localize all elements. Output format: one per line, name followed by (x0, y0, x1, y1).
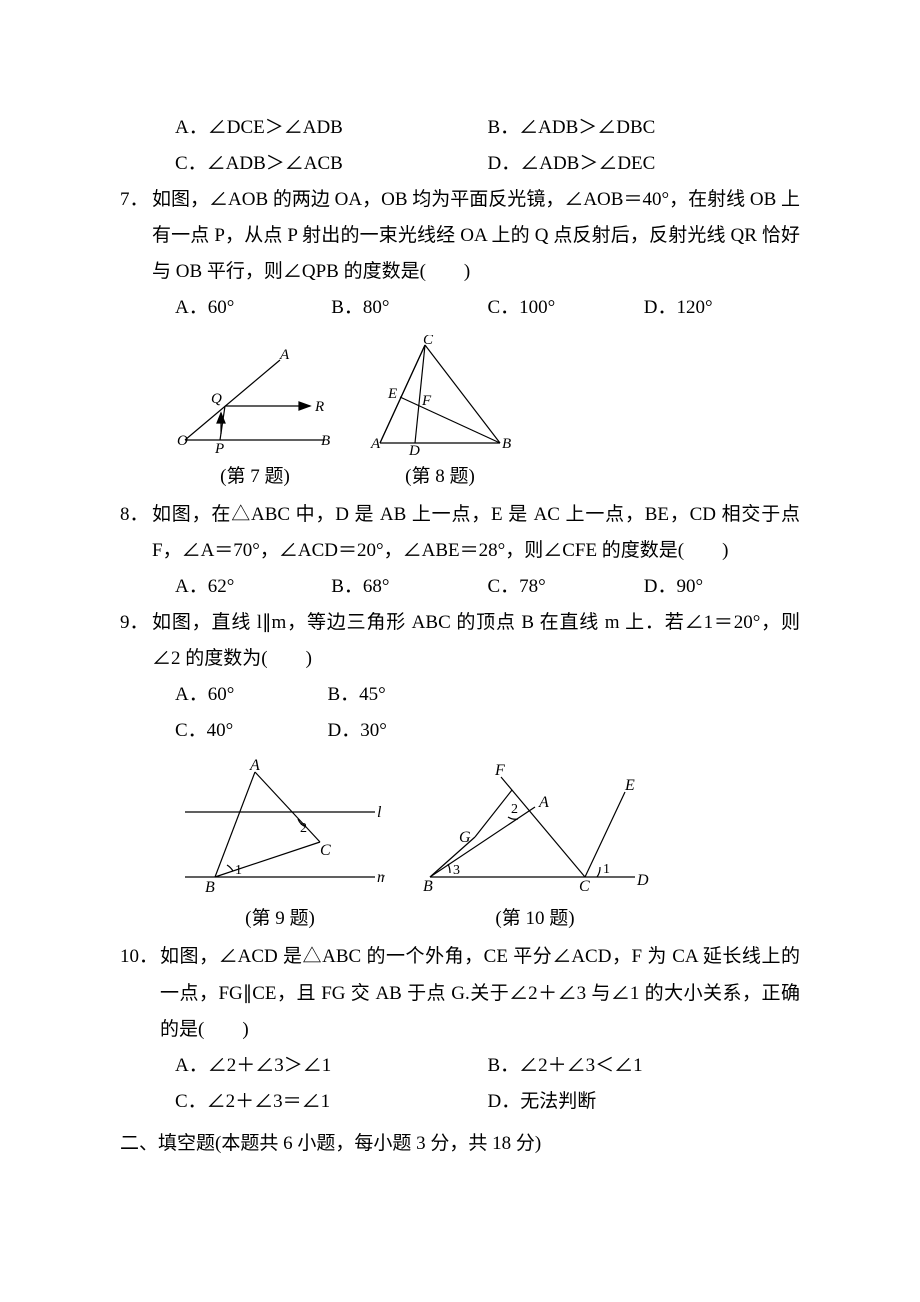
svg-text:E: E (387, 386, 397, 402)
q8-options: A．62° B．68° C．78° D．90° (120, 569, 800, 605)
q9-optC: C．40° (175, 713, 328, 749)
q8-number: 8． (120, 497, 152, 569)
fig10-svg: B C D A F E G 1 2 3 (415, 757, 655, 897)
section-2-heading: 二、填空题(本题共 6 小题，每小题 3 分，共 18 分) (120, 1126, 800, 1162)
svg-text:A: A (370, 436, 381, 452)
fig7-caption: (第 7 题) (220, 459, 290, 495)
svg-text:G: G (459, 829, 471, 846)
q7-optC: C．100° (488, 290, 644, 326)
q10-options-row1: A．∠2＋∠3＞∠1 B．∠2＋∠3＜∠1 (120, 1048, 800, 1084)
q10-options-row2: C．∠2＋∠3＝∠1 D．无法判断 (120, 1084, 800, 1120)
q10-stem: 10． 如图，∠ACD 是△ABC 的一个外角，CE 平分∠ACD，F 为 CA… (120, 939, 800, 1047)
svg-text:O: O (177, 433, 188, 449)
svg-text:m: m (377, 869, 385, 886)
q7-number: 7． (120, 182, 152, 290)
fig7-svg: O P B A Q R (175, 345, 335, 455)
fig8-box: C A B D E F (第 8 题) (365, 335, 515, 495)
q6-options-row1: A．∠DCE＞∠ADB B．∠ADB＞∠DBC (120, 110, 800, 146)
fig9-caption: (第 9 题) (245, 901, 315, 937)
q6-optB: B．∠ADB＞∠DBC (488, 110, 801, 146)
svg-text:C: C (320, 842, 331, 859)
q8-optD: D．90° (644, 569, 800, 605)
svg-text:C: C (423, 335, 434, 348)
q9-optB: B．45° (328, 677, 481, 713)
q7-text: 如图，∠AOB 的两边 OA，OB 均为平面反光镜，∠AOB＝40°，在射线 O… (152, 182, 800, 290)
fig9-svg: A B C l m 1 2 (175, 757, 385, 897)
fig8-caption: (第 8 题) (405, 459, 475, 495)
svg-text:A: A (249, 757, 260, 774)
q7-options: A．60° B．80° C．100° D．120° (120, 290, 800, 326)
fig9-box: A B C l m 1 2 (第 9 题) (175, 757, 385, 937)
svg-text:P: P (214, 441, 224, 455)
q7-optB: B．80° (331, 290, 487, 326)
q7-stem: 7． 如图，∠AOB 的两边 OA，OB 均为平面反光镜，∠AOB＝40°，在射… (120, 182, 800, 290)
svg-text:A: A (279, 347, 290, 363)
q6-optA: A．∠DCE＞∠ADB (175, 110, 488, 146)
q8-optA: A．62° (175, 569, 331, 605)
q8-text: 如图，在△ABC 中，D 是 AB 上一点，E 是 AC 上一点，BE，CD 相… (152, 497, 800, 569)
q9-options-row2: C．40° D．30° (120, 713, 480, 749)
q9-number: 9． (120, 605, 152, 677)
q8-optB: B．68° (331, 569, 487, 605)
svg-text:B: B (205, 879, 215, 896)
q10-optA: A．∠2＋∠3＞∠1 (175, 1048, 488, 1084)
q6-optC: C．∠ADB＞∠ACB (175, 146, 488, 182)
q7-optD: D．120° (644, 290, 800, 326)
svg-text:R: R (314, 399, 324, 415)
svg-text:l: l (377, 804, 382, 821)
fig-row-9-10: A B C l m 1 2 (第 9 题) (120, 757, 800, 937)
fig10-box: B C D A F E G 1 2 3 (第 10 题) (415, 757, 655, 937)
svg-text:A: A (538, 794, 549, 811)
q7-optA: A．60° (175, 290, 331, 326)
svg-text:F: F (421, 393, 432, 409)
q9-stem: 9． 如图，直线 l∥m，等边三角形 ABC 的顶点 B 在直线 m 上．若∠1… (120, 605, 800, 677)
q6-optD: D．∠ADB＞∠DEC (488, 146, 801, 182)
q8-optC: C．78° (488, 569, 644, 605)
fig8-svg: C A B D E F (365, 335, 515, 455)
q9-optA: A．60° (175, 677, 328, 713)
svg-text:E: E (624, 777, 635, 794)
svg-text:F: F (494, 762, 505, 779)
q10-text: 如图，∠ACD 是△ABC 的一个外角，CE 平分∠ACD，F 为 CA 延长线… (160, 939, 800, 1047)
q10-number: 10． (120, 939, 160, 1047)
svg-text:B: B (423, 878, 433, 895)
q10-optC: C．∠2＋∠3＝∠1 (175, 1084, 488, 1120)
q9-text: 如图，直线 l∥m，等边三角形 ABC 的顶点 B 在直线 m 上．若∠1＝20… (152, 605, 800, 677)
svg-text:D: D (636, 872, 649, 889)
fig-row-7-8: O P B A Q R (第 7 题) C A B (120, 335, 800, 495)
svg-text:Q: Q (211, 391, 222, 407)
svg-text:2: 2 (300, 821, 307, 836)
svg-text:D: D (408, 443, 420, 455)
svg-text:3: 3 (453, 863, 460, 878)
fig7-box: O P B A Q R (第 7 题) (175, 345, 335, 495)
svg-text:2: 2 (511, 802, 518, 817)
q10-optD: D．无法判断 (488, 1084, 801, 1120)
svg-text:1: 1 (603, 862, 610, 877)
q10-optB: B．∠2＋∠3＜∠1 (488, 1048, 801, 1084)
svg-text:B: B (321, 433, 330, 449)
svg-text:C: C (579, 878, 590, 895)
q8-stem: 8． 如图，在△ABC 中，D 是 AB 上一点，E 是 AC 上一点，BE，C… (120, 497, 800, 569)
q9-options-row1: A．60° B．45° (120, 677, 480, 713)
q6-options-row2: C．∠ADB＞∠ACB D．∠ADB＞∠DEC (120, 146, 800, 182)
fig10-caption: (第 10 题) (495, 901, 574, 937)
svg-text:1: 1 (235, 863, 242, 878)
svg-text:B: B (502, 436, 511, 452)
q9-optD: D．30° (328, 713, 481, 749)
